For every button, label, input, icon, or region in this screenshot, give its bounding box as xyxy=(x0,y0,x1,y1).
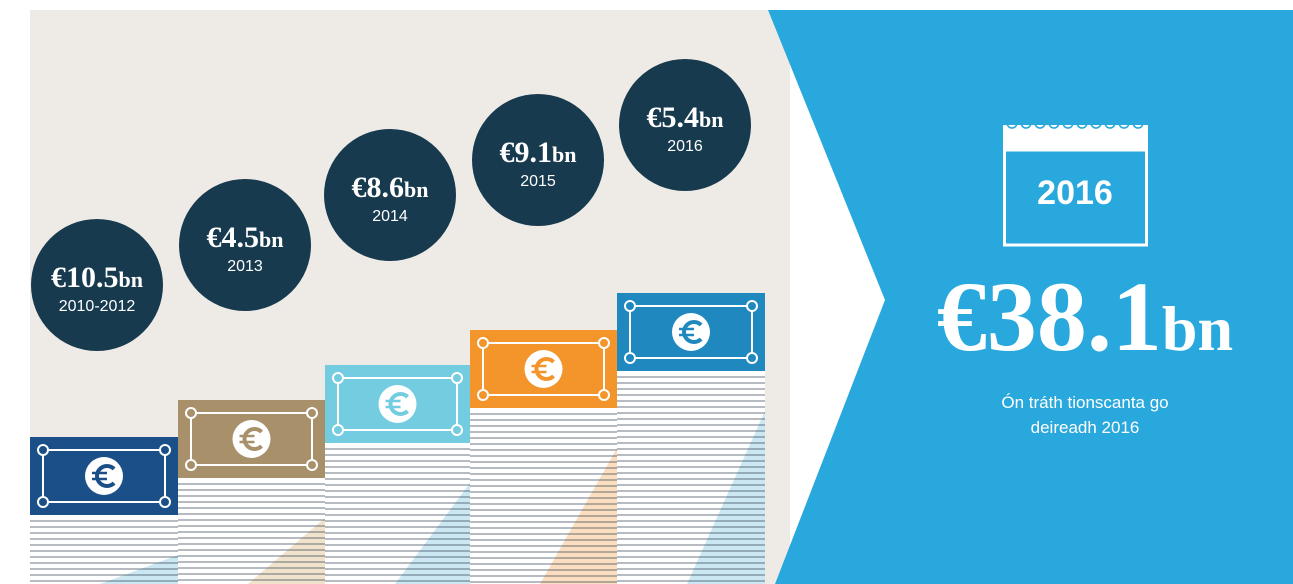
calendar-top xyxy=(1003,125,1148,151)
amount-circle xyxy=(619,59,751,191)
banknote-corner xyxy=(159,496,171,508)
euro-icon xyxy=(672,313,710,351)
calendar-ring xyxy=(1062,117,1074,129)
banknote-corner xyxy=(306,459,318,471)
banknote-corner xyxy=(332,372,344,384)
calendar-ring xyxy=(1048,117,1060,129)
banknote-corner xyxy=(37,496,49,508)
period: 2015 xyxy=(520,173,556,190)
amount-value: €9.1 xyxy=(500,136,553,169)
stack-shadow xyxy=(248,518,325,584)
euro-icon-arc xyxy=(95,464,116,488)
stack-shadow xyxy=(687,411,765,584)
total-amount: €38.1 xyxy=(937,261,1162,372)
total: €38.1bn xyxy=(937,261,1233,372)
amount-circle xyxy=(31,219,163,351)
period: 2016 xyxy=(667,138,703,155)
calendar-ring xyxy=(1090,117,1102,129)
amount-value: €8.6 xyxy=(352,171,405,204)
calendar-ring xyxy=(1118,117,1130,129)
banknote-corner xyxy=(159,444,171,456)
amount: €4.5bn xyxy=(207,221,284,254)
amount-value: €4.5 xyxy=(207,221,260,254)
stack-shadow xyxy=(100,555,178,584)
banknote-corner xyxy=(451,424,463,436)
banknote-border xyxy=(190,412,313,466)
stack-shadow xyxy=(395,483,470,584)
period: 2010-2012 xyxy=(59,298,136,315)
banknote-corner xyxy=(598,337,610,349)
amount-unit: bn xyxy=(259,227,283,252)
banknote-corner xyxy=(624,300,636,312)
amount-circle xyxy=(179,179,311,311)
period: 2013 xyxy=(227,258,263,275)
amount-unit: bn xyxy=(119,267,143,292)
euro-icon xyxy=(85,457,123,495)
banknote-corner xyxy=(332,424,344,436)
amount-value: €10.5 xyxy=(51,261,119,294)
total-unit: bn xyxy=(1162,293,1233,364)
calendar-ring xyxy=(1006,117,1018,129)
banknote-corner xyxy=(598,389,610,401)
amount-unit: bn xyxy=(404,177,428,202)
calendar-year: 2016 xyxy=(1037,174,1113,212)
caption-line: Ón tráth tionscanta go xyxy=(1001,393,1168,412)
amount: €8.6bn xyxy=(352,171,429,204)
calendar-ring xyxy=(1034,117,1046,129)
amount: €10.5bn xyxy=(51,261,143,294)
banknote-corner xyxy=(37,444,49,456)
banknote-corner xyxy=(185,459,197,471)
amount-unit: bn xyxy=(552,142,576,167)
period: 2014 xyxy=(372,208,408,225)
banknote-corner xyxy=(185,407,197,419)
banknote-corner xyxy=(477,337,489,349)
amount-circle xyxy=(472,94,604,226)
euro-icon-arc xyxy=(682,320,703,344)
calendar-frame xyxy=(1003,148,1148,247)
banknote-border xyxy=(482,342,605,396)
banknote-corner xyxy=(746,352,758,364)
euro-icon-arc xyxy=(388,392,409,416)
amount-unit: bn xyxy=(699,107,723,132)
amount: €5.4bn xyxy=(647,101,724,134)
background-right xyxy=(768,10,1293,584)
calendar-ring xyxy=(1020,117,1032,129)
calendar-ring xyxy=(1104,117,1116,129)
amount-value: €5.4 xyxy=(647,101,700,134)
calendar-icon xyxy=(1003,125,1148,247)
banknote-corner xyxy=(746,300,758,312)
euro-icon-arc xyxy=(534,357,555,381)
banknote-border xyxy=(629,305,753,359)
caption-line: deireadh 2016 xyxy=(1031,418,1140,437)
calendar-ring xyxy=(1076,117,1088,129)
euro-icon xyxy=(232,420,271,458)
banknote-border xyxy=(337,377,458,431)
banknote-corner xyxy=(624,352,636,364)
calendar-ring xyxy=(1132,117,1144,129)
banknote-border xyxy=(42,449,166,503)
banknote-corner xyxy=(451,372,463,384)
banknote-corner xyxy=(306,407,318,419)
euro-icon-arc xyxy=(242,427,263,451)
euro-icon xyxy=(378,385,417,423)
euro-icon xyxy=(524,350,563,388)
banknote-corner xyxy=(477,389,489,401)
amount: €9.1bn xyxy=(500,136,577,169)
amount-circle xyxy=(324,129,456,261)
